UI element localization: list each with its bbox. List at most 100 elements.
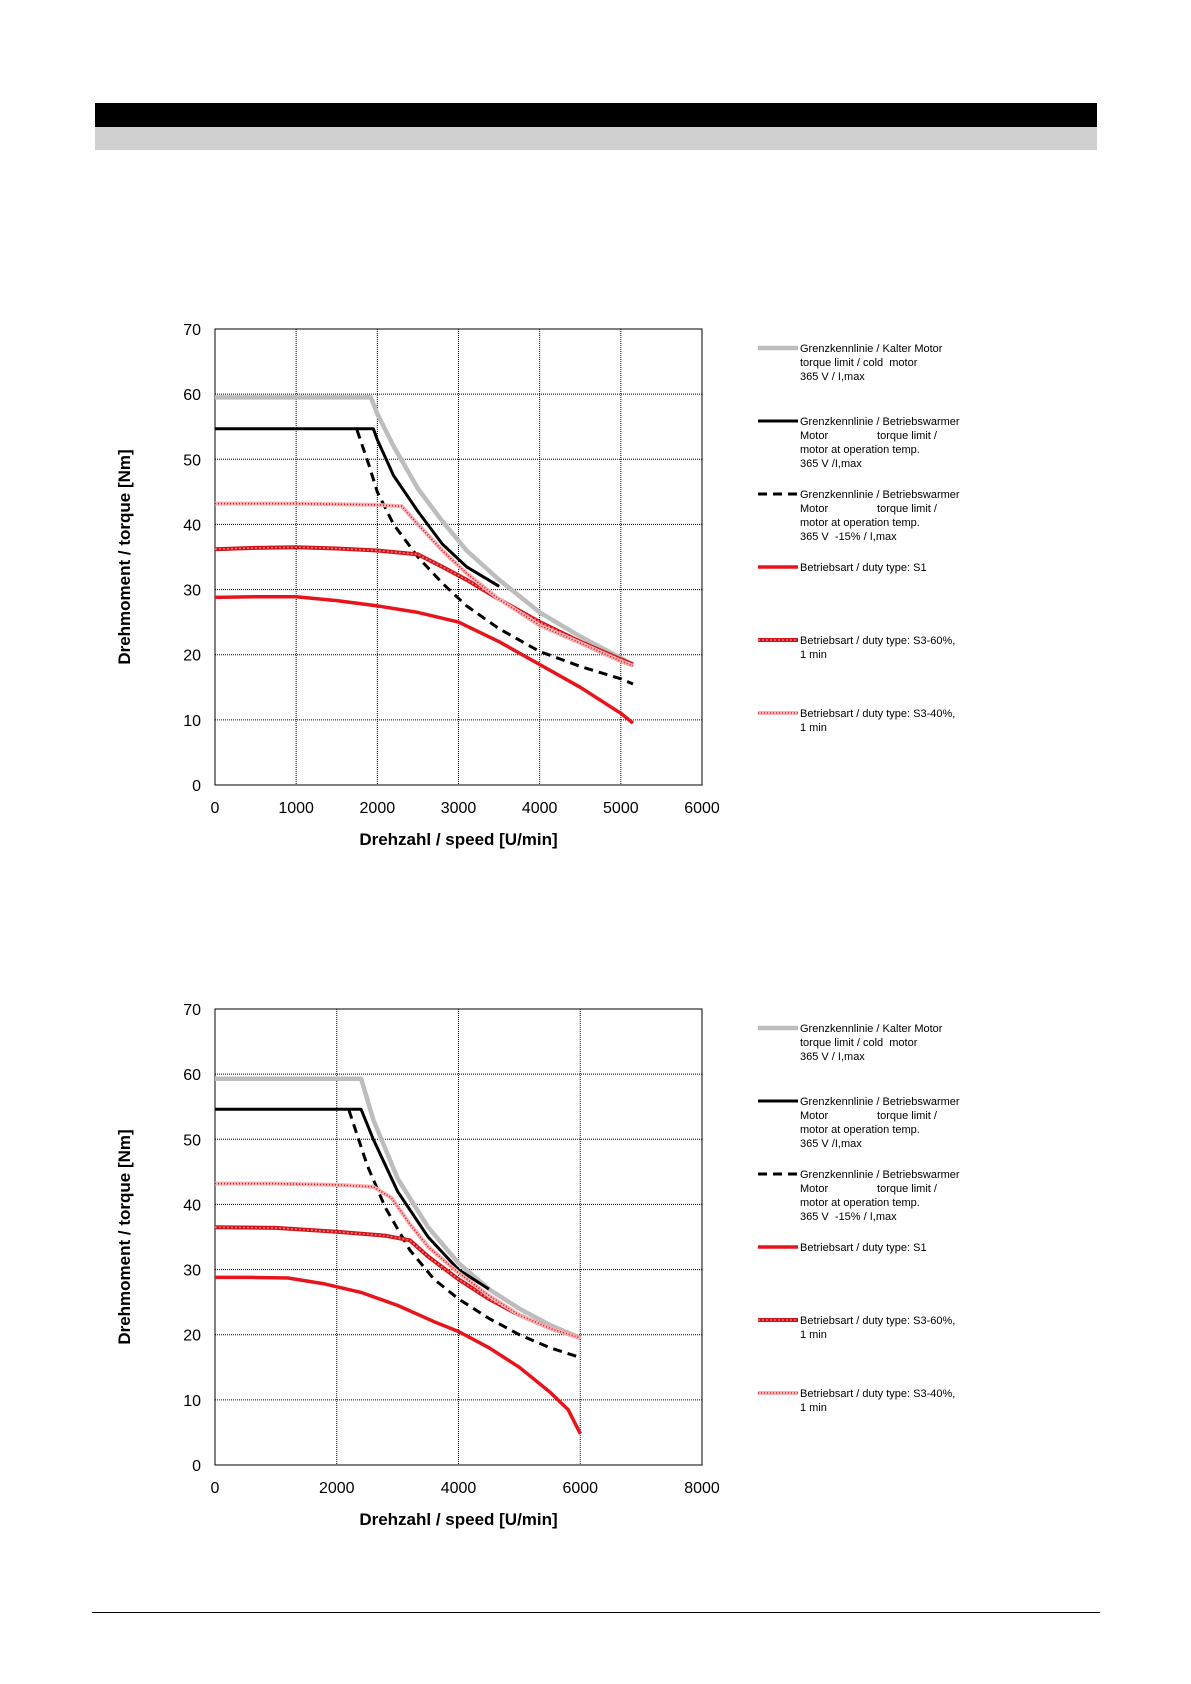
legend-label: Motor torque limit / <box>800 503 938 515</box>
legend-label: 365 V -15% / I,max <box>800 1211 897 1223</box>
legend-entry: Grenzkennlinie / Kalter Motor torque limi… <box>758 1023 943 1063</box>
x-tick-label: 6000 <box>684 800 720 817</box>
torque-speed-chart-1: 0 10 20 30 40 50 60 70 0 1000 2000 3000 4000 5000 6000… <box>115 322 960 849</box>
legend-label: Motor torque limit / <box>800 1110 938 1122</box>
x-tick-label: 5000 <box>603 800 639 817</box>
legend-entry: Grenzkennlinie / Kalter Motor torque limi… <box>758 343 943 383</box>
legend-entry: Grenzkennlinie / Betriebswarmer Motor tor… <box>758 416 960 470</box>
legend-entry: Betriebsart / duty type: S3-60%, 1 min <box>758 635 955 661</box>
y-tick-label: 60 <box>183 387 201 404</box>
legend-label: Grenzkennlinie / Betriebswarmer <box>800 1096 960 1108</box>
x-tick-label: 3000 <box>441 800 477 817</box>
series-cold <box>215 395 635 667</box>
series-line <box>215 395 635 667</box>
x-tick-label: 0 <box>211 800 220 817</box>
x-tick-label: 6000 <box>562 1480 598 1497</box>
legend-label: 365 V / I,max <box>800 371 865 383</box>
legend-label: Grenzkennlinie / Kalter Motor <box>800 1023 943 1035</box>
legend-label: Betriebsart / duty type: S3-40%, <box>800 708 955 720</box>
series-dashed <box>355 429 634 686</box>
series-s1 <box>215 1275 582 1435</box>
legend-label: Betriebsart / duty type: S1 <box>800 562 927 574</box>
series-line <box>215 1182 581 1339</box>
series-s1 <box>214 594 635 725</box>
x-tick-label: 2000 <box>319 1480 355 1497</box>
series-s3-40 <box>215 501 634 668</box>
legend-label: Grenzkennlinie / Kalter Motor <box>800 343 943 355</box>
legend-entry: Grenzkennlinie / Betriebswarmer Motor tor… <box>758 1096 960 1150</box>
x-tick-label: 1000 <box>278 800 314 817</box>
series-line <box>215 1107 490 1291</box>
y-tick-label: 70 <box>183 1002 201 1019</box>
x-tick-label: 0 <box>211 1480 220 1497</box>
legend-label: motor at operation temp. <box>800 1197 920 1209</box>
series-s3-40 <box>215 1181 581 1340</box>
y-axis-title: Drehmoment / torque [Nm] <box>115 1129 134 1344</box>
footer-rule <box>92 1612 1100 1613</box>
legend-entry: Betriebsart / duty type: S3-40%, 1 min <box>758 1388 955 1414</box>
series-warm <box>215 1107 490 1291</box>
series-line <box>214 546 634 666</box>
x-axis-title: Drehzahl / speed [U/min] <box>359 1510 557 1529</box>
series-line <box>355 429 634 686</box>
legend-entry: Betriebsart / duty type: S3-40%, 1 min <box>758 708 955 734</box>
y-tick-label: 0 <box>192 1458 201 1475</box>
legend-entry: Betriebsart / duty type: S3-60%, 1 min <box>758 1315 955 1341</box>
series-line <box>215 1275 582 1435</box>
legend-label: Betriebsart / duty type: S3-60%, <box>800 635 955 647</box>
x-tick-label: 4000 <box>522 800 558 817</box>
y-tick-label: 40 <box>183 517 201 534</box>
y-tick-label: 40 <box>183 1197 201 1214</box>
legend-label: motor at operation temp. <box>800 1124 920 1136</box>
legend-entry: Betriebsart / duty type: S1 <box>758 1242 927 1254</box>
y-tick-label: 50 <box>183 452 201 469</box>
y-tick-label: 50 <box>183 1132 201 1149</box>
y-tick-label: 60 <box>183 1067 201 1084</box>
series-line <box>215 427 500 588</box>
series-line <box>215 1076 582 1341</box>
y-axis-title: Drehmoment / torque [Nm] <box>115 449 134 664</box>
legend-label: 365 V / I,max <box>800 1051 865 1063</box>
legend-label: motor at operation temp. <box>800 517 920 529</box>
y-tick-label: 20 <box>183 648 201 665</box>
legend-entry: Grenzkennlinie / Betriebswarmer Motor tor… <box>758 1169 960 1223</box>
y-tick-label: 30 <box>183 1263 201 1280</box>
x-tick-label: 2000 <box>360 800 396 817</box>
torque-speed-chart-2: 0 10 20 30 40 50 60 70 0 2000 4000 6000 8000 Drehzahl… <box>115 1002 960 1529</box>
legend-label: Grenzkennlinie / Betriebswarmer <box>800 416 960 428</box>
legend-label: Betriebsart / duty type: S3-40%, <box>800 1388 955 1400</box>
y-tick-label: 10 <box>183 1393 201 1410</box>
series-line <box>215 502 634 667</box>
legend-label: torque limit / cold motor <box>800 1037 918 1049</box>
legend-label: Grenzkennlinie / Betriebswarmer <box>800 1169 960 1181</box>
legend-label: 365 V /I,max <box>800 458 862 470</box>
legend-label: 365 V /I,max <box>800 1138 862 1150</box>
y-tick-label: 0 <box>192 778 201 795</box>
legend-label: 1 min <box>800 649 827 661</box>
series-warm <box>215 427 500 588</box>
series-line <box>214 594 635 725</box>
series-cold <box>215 1076 582 1341</box>
legend-label: torque limit / cold motor <box>800 357 918 369</box>
y-tick-label: 10 <box>183 713 201 730</box>
legend-label: 365 V -15% / I,max <box>800 531 897 543</box>
legend-label: 1 min <box>800 1402 827 1414</box>
y-tick-label: 20 <box>183 1328 201 1345</box>
x-tick-label: 4000 <box>441 1480 477 1497</box>
y-tick-label: 30 <box>183 583 201 600</box>
legend-label: 1 min <box>800 722 827 734</box>
legend-label: 1 min <box>800 1329 827 1341</box>
legend-entry: Grenzkennlinie / Betriebswarmer Motor tor… <box>758 489 960 543</box>
legend-label: Motor torque limit / <box>800 430 938 442</box>
y-tick-label: 70 <box>183 322 201 339</box>
series-line <box>214 1226 581 1339</box>
legend-label: Grenzkennlinie / Betriebswarmer <box>800 489 960 501</box>
legend-entry: Betriebsart / duty type: S1 <box>758 562 927 574</box>
legend-label: motor at operation temp. <box>800 444 920 456</box>
legend-label: Betriebsart / duty type: S3-60%, <box>800 1315 955 1327</box>
x-tick-label: 8000 <box>684 1480 720 1497</box>
legend-label: Motor torque limit / <box>800 1183 938 1195</box>
legend-label: Betriebsart / duty type: S1 <box>800 1242 927 1254</box>
x-axis-title: Drehzahl / speed [U/min] <box>359 830 557 849</box>
header-subbar <box>95 127 1097 150</box>
